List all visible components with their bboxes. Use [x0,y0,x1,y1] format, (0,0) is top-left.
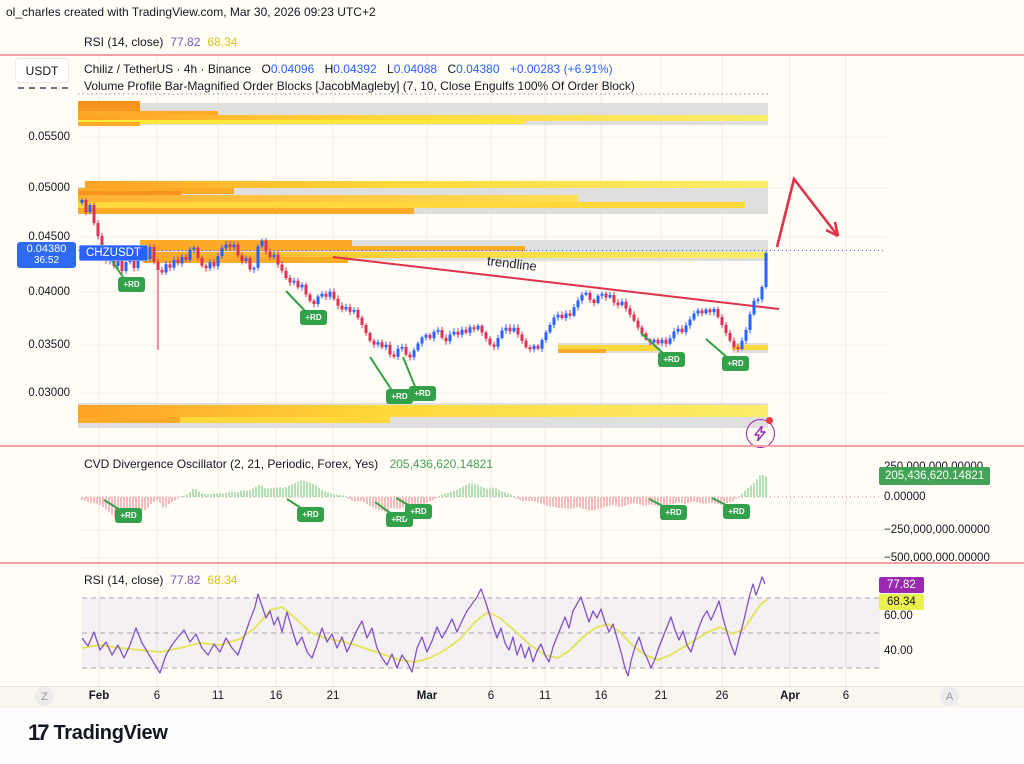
lightning-icon [754,426,766,441]
rsi-strip-ma-value: 68.34 [207,35,238,49]
pane-separator[interactable] [0,445,1024,447]
time-tick-16: 16 [594,690,608,702]
rsi-legend: RSI (14, close) 77.82 68.34 [84,571,237,589]
tradingview-logo[interactable]: 17 TradingView [28,720,168,746]
cvd-value-tag: 205,436,620.14821 [879,467,991,485]
bar-countdown: 36:52 [33,255,60,266]
rsi-axis-label: 60.00 [884,610,913,622]
timezone-button[interactable]: Z [35,687,54,706]
time-tick-6: 6 [842,690,850,702]
cvd-value: 205,436,620.14821 [389,457,494,471]
open-value: 0.04096 [270,62,315,76]
rsi-value-tag: 77.82 [879,577,924,593]
time-tick-feb: Feb [88,690,110,702]
pane-separator[interactable] [0,562,1024,564]
footer [0,708,1024,764]
high-value: 0.04392 [333,62,377,76]
rd-badge[interactable]: +RD [409,386,436,401]
low-letter: L [387,62,394,76]
open-letter: O [261,62,271,76]
symbol-legend: Chiliz / TetherUS · 4h · Binance O0.0409… [84,62,613,76]
cvd-axis-label: 0.00000 [884,491,926,503]
flash-events-button[interactable] [746,419,775,448]
scale-currency-button[interactable]: USDT [16,59,68,82]
rsi-value: 77.82 [170,573,201,587]
rd-badge[interactable]: +RD [118,277,145,292]
rd-badge[interactable]: +RD [115,508,142,523]
price-axis-label: 0.03500 [28,339,70,351]
price-axis-label: 0.04000 [28,286,70,298]
current-price-value: 0.04380 [26,243,67,255]
time-tick-11: 11 [212,690,224,702]
time-tick-apr: Apr [780,690,800,702]
time-tick-11: 11 [539,690,551,702]
time-tick-21: 21 [326,690,340,702]
rsi-ma-value-tag: 68.34 [879,594,924,610]
time-tick-16: 16 [269,690,283,702]
tradingview-logo-mark: 17 [28,720,50,745]
indicator-legend: Volume Profile Bar-Magnified Order Block… [84,79,635,93]
symbol-price-label: CHZUSDT [79,245,148,261]
price-axis-label: 0.05500 [28,131,70,143]
adjust-button[interactable]: A [940,687,959,706]
rsi-strip-value: 77.82 [170,35,201,49]
high-letter: H [324,62,334,76]
time-tick-26: 26 [715,690,729,702]
time-tick-6: 6 [153,690,161,702]
time-tick-6: 6 [487,690,495,702]
time-tick-mar: Mar [416,690,438,702]
rsi-ma-value: 68.34 [207,573,238,587]
indicator-title[interactable]: Volume Profile Bar-Magnified Order Block… [84,79,635,93]
attribution-text: ol_charles created with TradingView.com,… [6,5,376,19]
rd-badge[interactable]: +RD [658,352,685,367]
symbol-title[interactable]: Chiliz / TetherUS · 4h · Binance [84,62,252,76]
rd-badge[interactable]: +RD [660,505,687,520]
rd-badge[interactable]: +RD [300,310,327,325]
time-tick-21: 21 [654,690,668,702]
rsi-collapsed-pane: RSI (14, close) 77.82 68.34 [84,33,237,51]
dashed-scale-marker [18,87,68,89]
close-value: 0.04380 [456,62,500,76]
price-axis-label: 0.05000 [28,182,70,194]
cvd-axis-label: −250,000,000.00000 [884,524,990,536]
rd-badge[interactable]: +RD [722,356,749,371]
rsi-strip-title[interactable]: RSI (14, close) [84,35,164,49]
cvd-legend: CVD Divergence Oscillator (2, 21, Period… [84,455,493,473]
price-axis-label: 0.03000 [28,387,70,399]
rd-badge[interactable]: +RD [297,507,324,522]
cvd-axis-label: −500,000,000.00000 [884,552,990,564]
notification-dot [766,417,773,424]
price-axis-label: 0.04500 [28,231,70,243]
rsi-axis-label: 40.00 [884,645,913,657]
low-value: 0.04088 [393,62,438,76]
cvd-title[interactable]: CVD Divergence Oscillator (2, 21, Period… [84,457,379,471]
close-letter: C [447,62,457,76]
current-price-tag: 0.04380 36:52 [17,242,76,268]
tradingview-logo-text: TradingView [53,721,168,744]
change-value: +0.00283 (+6.91%) [509,62,613,76]
pane-separator[interactable] [0,54,1024,56]
rd-badge[interactable]: +RD [723,504,750,519]
rsi-title[interactable]: RSI (14, close) [84,573,164,587]
rd-badge[interactable]: +RD [405,504,432,519]
rd-badge[interactable]: +RD [386,389,413,404]
